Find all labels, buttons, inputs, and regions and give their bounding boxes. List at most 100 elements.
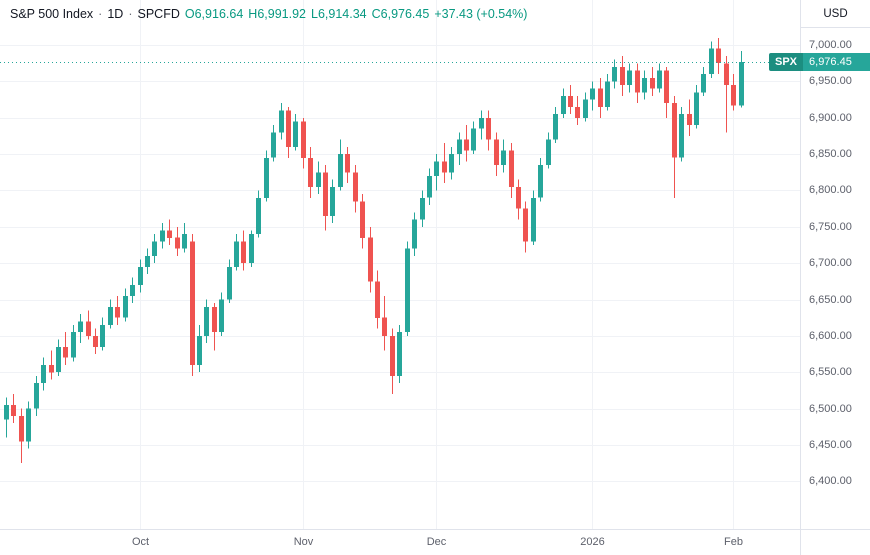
candle-body bbox=[583, 99, 588, 118]
candle-body bbox=[293, 121, 298, 147]
candle-body bbox=[635, 70, 640, 93]
candle-body bbox=[709, 48, 714, 75]
candle-body bbox=[642, 77, 647, 93]
candle-body bbox=[598, 88, 603, 107]
time-tick-label: Feb bbox=[724, 536, 743, 548]
candle-body bbox=[375, 281, 380, 318]
candle-body bbox=[464, 139, 469, 151]
candle-body bbox=[234, 241, 239, 267]
candle-body bbox=[627, 70, 632, 85]
candle-body bbox=[182, 234, 187, 249]
candle-body bbox=[100, 325, 105, 347]
candle-body bbox=[486, 117, 491, 140]
candle-body bbox=[301, 121, 306, 158]
price-tick-label: 6,800.00 bbox=[809, 184, 852, 197]
candle-body bbox=[145, 255, 150, 267]
candle-body bbox=[427, 175, 432, 198]
candle-body bbox=[724, 63, 729, 86]
candle-body bbox=[434, 161, 439, 176]
price-tick-label: 6,750.00 bbox=[809, 220, 852, 233]
candle-body bbox=[115, 306, 120, 318]
candle-body bbox=[26, 408, 31, 442]
candle-body bbox=[167, 230, 172, 238]
candle-body bbox=[338, 154, 343, 187]
symbol-legend[interactable]: S&P 500 Index · 1D · SPCFD O 6,916.64 H 6,… bbox=[10, 7, 527, 21]
badge-symbol: SPX bbox=[769, 53, 804, 72]
candle-body bbox=[612, 66, 617, 82]
candle-body bbox=[330, 186, 335, 216]
price-tick-label: 6,400.00 bbox=[809, 475, 852, 488]
candle-body bbox=[190, 241, 195, 365]
candlestick-chart[interactable] bbox=[0, 0, 800, 530]
candle-body bbox=[701, 74, 706, 93]
close-label: C bbox=[371, 7, 381, 21]
candle-body bbox=[130, 285, 135, 296]
candle-body bbox=[657, 70, 662, 89]
candle-body bbox=[86, 321, 91, 336]
open-value: 6,916.64 bbox=[194, 7, 244, 21]
candle-body bbox=[605, 81, 610, 107]
time-tick-label: Dec bbox=[426, 536, 447, 548]
candle-body bbox=[694, 92, 699, 125]
candle-body bbox=[397, 332, 402, 376]
candle-body bbox=[279, 110, 284, 133]
candle-body bbox=[479, 117, 484, 129]
candle-body bbox=[56, 346, 61, 373]
candle-body bbox=[175, 237, 180, 249]
symbol-title[interactable]: S&P 500 Index bbox=[10, 7, 94, 21]
candle-body bbox=[568, 96, 573, 107]
price-tick-label: 6,700.00 bbox=[809, 257, 852, 270]
exchange-label[interactable]: SPCFD bbox=[137, 7, 180, 21]
candle-body bbox=[442, 161, 447, 173]
low-label: L bbox=[310, 7, 318, 21]
price-tick-label: 6,650.00 bbox=[809, 293, 852, 306]
candle-body bbox=[227, 266, 232, 300]
candle-body bbox=[41, 365, 46, 384]
candle-body bbox=[264, 157, 269, 198]
candle-body bbox=[271, 132, 276, 158]
candle-body bbox=[620, 66, 625, 86]
candle-body bbox=[538, 165, 543, 198]
badge-price: 6,976.45 bbox=[803, 53, 870, 72]
price-tick-label: 6,500.00 bbox=[809, 402, 852, 415]
legend-separator: · bbox=[128, 7, 133, 21]
candle-body bbox=[49, 365, 54, 373]
candle-body bbox=[553, 114, 558, 140]
candle-body bbox=[509, 150, 514, 187]
time-tick-label: Oct bbox=[131, 536, 150, 548]
currency-label[interactable]: USD bbox=[801, 0, 870, 28]
candle-body bbox=[420, 197, 425, 220]
legend-separator: · bbox=[98, 7, 103, 21]
candle-body bbox=[382, 317, 387, 336]
close-value: 6,976.45 bbox=[380, 7, 430, 21]
price-tick-label: 6,550.00 bbox=[809, 366, 852, 379]
candle-body bbox=[71, 332, 76, 358]
candle-body bbox=[241, 241, 246, 264]
price-tick-label: 6,600.00 bbox=[809, 329, 852, 342]
candle-body bbox=[679, 114, 684, 158]
candle-body bbox=[531, 197, 536, 242]
candle-body bbox=[590, 88, 595, 100]
candle-body bbox=[316, 172, 321, 187]
candle-body bbox=[4, 405, 9, 420]
candle-body bbox=[308, 157, 313, 187]
time-axis[interactable]: Oct Nov Dec 2026 Feb bbox=[0, 529, 801, 555]
candle-body bbox=[160, 230, 165, 242]
candle-body bbox=[286, 110, 291, 147]
candle-body bbox=[516, 186, 521, 209]
price-tick-label: 6,950.00 bbox=[809, 75, 852, 88]
candle-body bbox=[575, 106, 580, 118]
change-value: +37.43 (+0.54%) bbox=[434, 7, 528, 21]
interval-label[interactable]: 1D bbox=[107, 7, 124, 21]
candle-body bbox=[412, 219, 417, 249]
price-axis[interactable]: USD 7,000.00 6,950.00 6,900.00 6,850.00 6,80… bbox=[800, 0, 870, 555]
candle-body bbox=[249, 234, 254, 264]
candle-body bbox=[405, 248, 410, 333]
candle-body bbox=[123, 295, 128, 318]
last-price-badge: SPX 6,976.45 bbox=[769, 53, 870, 72]
candle-body bbox=[108, 306, 113, 325]
candle-body bbox=[256, 197, 261, 235]
candle-body bbox=[739, 62, 744, 106]
low-value: 6,914.34 bbox=[317, 7, 367, 21]
